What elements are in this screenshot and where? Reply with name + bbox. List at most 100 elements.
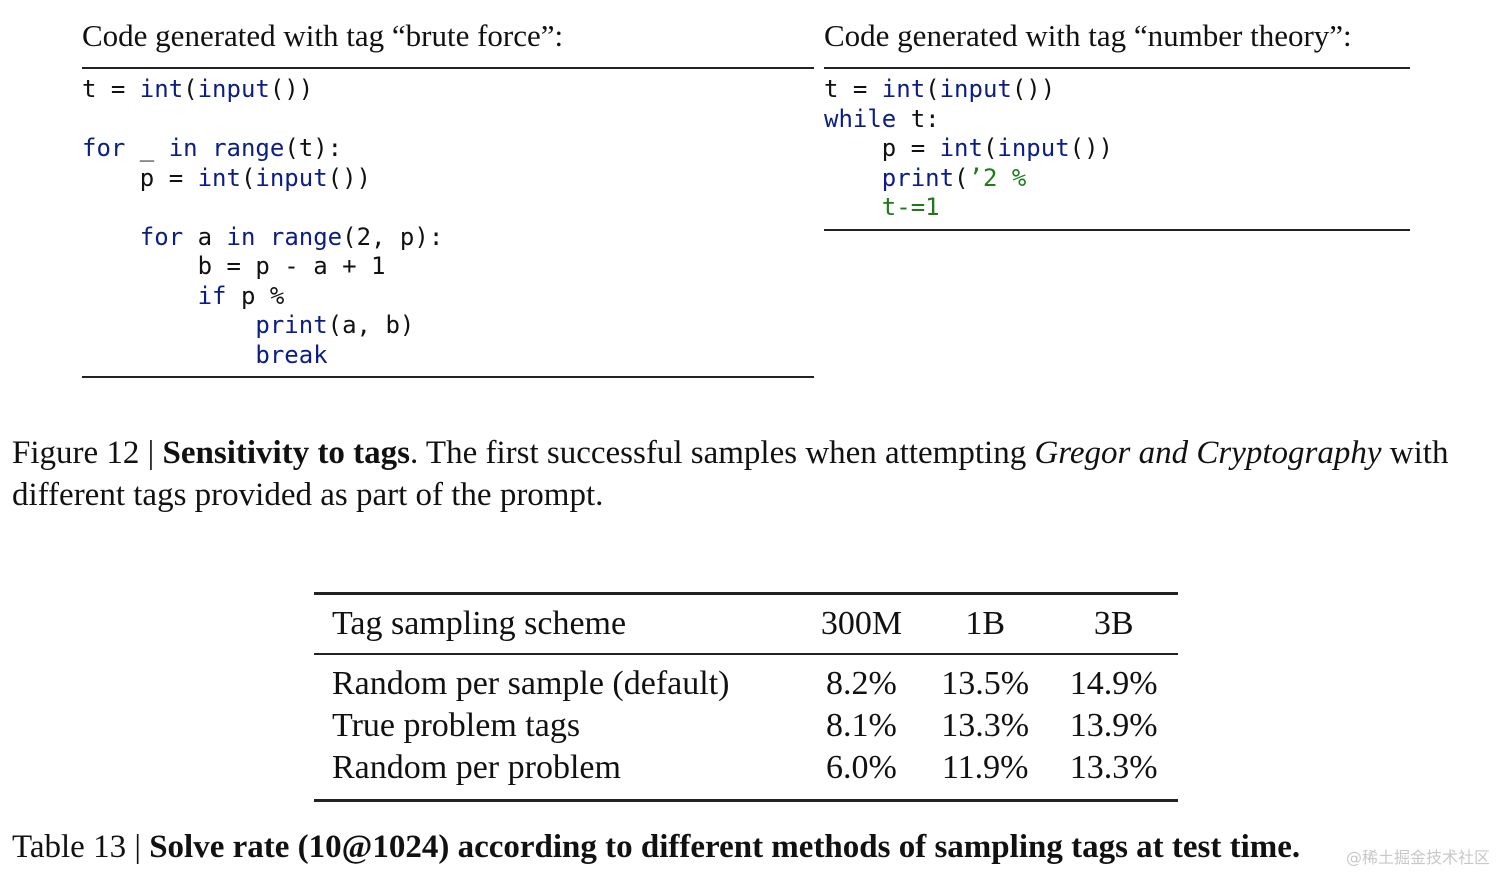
code-token [198,134,212,162]
code-line: b = p - a + 1 [82,252,814,282]
code-keyword: range [212,134,285,162]
panel-title: Code generated with tag “brute force”: [82,18,564,53]
code-keyword: print [255,311,328,339]
code-token: ( [925,75,940,103]
row-label: True problem tags [332,707,581,744]
code-line: p = int(input()) [82,164,814,194]
code-line [82,105,814,135]
table-cell: 14.9% [1069,665,1158,702]
code-line: t = int(input()) [82,75,814,105]
table-cell: 8.2% [826,665,897,702]
code-token: ()) [1011,75,1056,103]
code-token: p = [82,163,198,192]
code-keyword: while [824,104,897,133]
table-cell: 13.3% [1069,749,1158,786]
code-token: t = [824,75,882,103]
table-label: Table 13 | [12,829,150,865]
figure-title: Sensitivity to tags [162,435,411,471]
watermark: @稀土掘金技术社区 [1345,848,1490,867]
top-rule [824,67,1410,69]
code-token: ()) [327,163,372,192]
code-line: if p % [82,282,814,312]
code-keyword: input [255,163,328,192]
code-panel-number-theory: Code generated with tag “number theory”:… [824,18,1410,231]
table-cell: 13.3% [941,707,1030,744]
code-token [82,341,255,369]
code-keyword: input [997,134,1070,162]
table-caption: Table 13 | Solve rate (10@1024) accordin… [12,826,1492,868]
code-keyword: int [197,163,241,192]
code-token: ( [982,134,998,162]
row-label: Random per sample (default) [332,665,730,702]
code-line: print(a, b) [82,311,814,341]
figure-label: Figure 12 | [12,435,163,471]
code-token: t = [82,75,140,103]
code-line: for a in range(2, p): [82,223,814,253]
problem-name: Gregor and Cryptography [1034,435,1382,471]
code-keyword: int [939,134,983,162]
figure-caption: Figure 12 | Sensitivity to tags. The fir… [12,432,1492,516]
table-cell: 6.0% [826,749,897,786]
table-row: Random per sample (default) 8.2% 13.5% 1… [314,654,1178,705]
results-table: Tag sampling scheme 300M 1B 3B Random pe… [314,592,1178,802]
code-token: (2, p): [342,222,444,251]
figure-text-2: with different tags provided as part of … [12,435,1449,513]
figure-text: . The first successful samples when atte… [410,435,1035,471]
table-row: True problem tags 8.1% 13.3% 13.9% [314,705,1178,747]
column-header: 300M [820,605,903,642]
panel-title: Code generated with tag “number theory”: [824,18,1352,53]
code-keyword: for [139,222,184,251]
code-line: print(’2 % [824,164,1410,194]
code-token: p % [226,281,285,310]
code-token: b = p - a + 1 [82,252,386,280]
code-keyword: range [269,222,343,251]
table-row: Random per problem 6.0% 11.9% 13.3% [314,747,1178,801]
table-cell: 13.5% [941,665,1030,702]
code-token: (t): [284,134,343,162]
code-token: ()) [269,75,314,103]
column-header: 1B [965,605,1005,642]
table-title: Solve rate (10@1024) according to differ… [149,829,1301,865]
code-keyword: int [139,75,184,103]
code-string: ’2 % [968,163,1027,192]
top-rule [82,67,814,69]
code-keyword: input [939,75,1012,103]
code-line: t-=1 [824,193,1410,223]
table-header-row: Tag sampling scheme 300M 1B 3B [314,594,1178,654]
code-keyword: if [197,281,227,310]
code-line: break [82,341,814,371]
code-token [255,223,269,251]
code-token: a [183,222,227,251]
code-keyword: print [881,163,955,192]
code-token: (a, b) [327,311,415,339]
table-cell: 13.9% [1069,707,1158,744]
code-token [82,223,140,251]
code-keyword: in [226,222,256,251]
code-token: _ [125,134,169,162]
column-header: Tag sampling scheme [332,605,627,642]
column-header: 3B [1093,605,1134,642]
code-token: ( [954,163,969,192]
code-keyword: break [255,340,328,369]
code-token: t: [896,104,940,133]
code-line: for _ in range(t): [82,134,814,164]
code-block: t = int(input()) for _ in range(t): p = i… [82,75,814,370]
code-token [824,164,882,192]
code-line: while t: [824,105,1410,135]
code-keyword: int [881,75,926,103]
code-token: p = [824,134,940,162]
code-panel-brute-force: Code generated with tag “brute force”: t… [82,18,814,378]
code-keyword: input [197,75,270,103]
code-token [82,311,255,339]
code-token: ()) [1069,134,1114,162]
code-block: t = int(input()) while t: p = int(input()… [824,75,1410,223]
code-token [82,282,198,310]
bottom-rule [82,376,814,378]
code-line: p = int(input()) [824,134,1410,164]
code-token: ( [183,75,198,103]
row-label: Random per problem [332,749,621,786]
code-keyword: for [82,134,126,162]
table-cell: 8.1% [826,707,897,744]
code-token [824,193,882,221]
table-cell: 11.9% [941,749,1029,786]
